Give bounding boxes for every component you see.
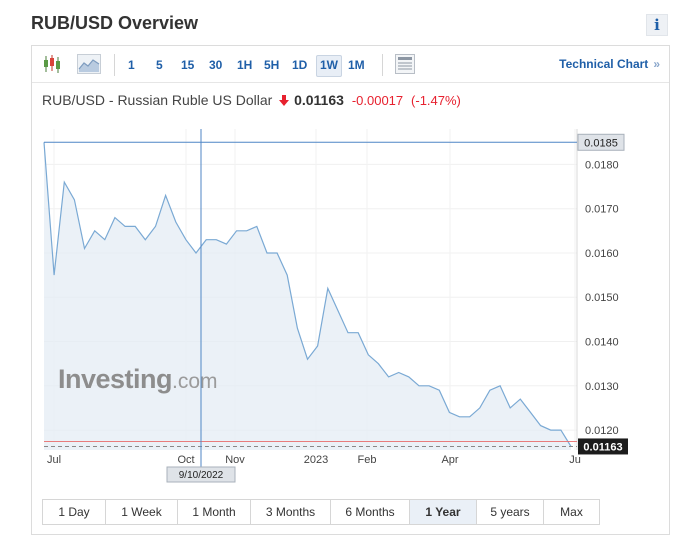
price-chart[interactable]: 0.0120 0.0130 0.0140 0.0150 0.0160 0.0170 0.01… bbox=[32, 46, 669, 496]
range-1-week[interactable]: 1 Week bbox=[106, 500, 178, 524]
y-tick-label: 0.0160 bbox=[585, 248, 619, 260]
crosshair-date-box bbox=[166, 466, 236, 483]
quote-header: RUB/USD - Russian Ruble US Dollar 0.0116… bbox=[42, 92, 461, 108]
time-range-selector: 1 Day 1 Week 1 Month 3 Months 6 Months 1… bbox=[42, 499, 600, 525]
x-tick-label: Nov bbox=[225, 454, 245, 466]
price-area-fill bbox=[44, 142, 571, 451]
x-tick-label: Feb bbox=[358, 454, 377, 466]
x-tick-label: Jul bbox=[47, 454, 61, 466]
interval-5[interactable]: 5 bbox=[156, 58, 163, 72]
interval-1h[interactable]: 1H bbox=[237, 58, 253, 72]
chevron-right-icon: » bbox=[653, 57, 660, 71]
watermark-suffix: .com bbox=[172, 370, 218, 393]
y-tick-label: 0.0140 bbox=[585, 337, 619, 349]
last-price: 0.01163 bbox=[294, 92, 344, 108]
info-button[interactable]: i bbox=[646, 14, 668, 36]
arrow-down-icon bbox=[279, 95, 290, 106]
crosshair-value-label: 0.0185 bbox=[584, 137, 618, 149]
y-tick-label: 0.0180 bbox=[585, 159, 619, 171]
interval-1d[interactable]: 1D bbox=[292, 58, 308, 72]
last-value-label: 0.01163 bbox=[583, 441, 622, 453]
last-value-box bbox=[578, 438, 628, 455]
range-1-day[interactable]: 1 Day bbox=[43, 500, 106, 524]
watermark-brand: Investing bbox=[58, 364, 173, 394]
crosshair-date-label: 9/10/2022 bbox=[179, 470, 224, 481]
range-1-year[interactable]: 1 Year bbox=[410, 500, 477, 524]
toolbar-separator bbox=[382, 54, 383, 76]
range-6-months[interactable]: 6 Months bbox=[331, 500, 410, 524]
area-chart-icon[interactable] bbox=[77, 54, 101, 74]
range-3-months[interactable]: 3 Months bbox=[251, 500, 331, 524]
range-max[interactable]: Max bbox=[544, 500, 600, 524]
page-title: RUB/USD Overview bbox=[31, 13, 199, 33]
x-tick-label: 2023 bbox=[304, 454, 328, 466]
technical-chart-label: Technical Chart bbox=[559, 57, 649, 71]
chart-settings-icon[interactable] bbox=[395, 54, 415, 74]
x-tick-label: Apr bbox=[441, 454, 458, 466]
interval-1[interactable]: 1 bbox=[128, 58, 135, 72]
interval-1w[interactable]: 1W bbox=[316, 55, 342, 77]
crosshair-value-box bbox=[577, 133, 625, 151]
range-1-month[interactable]: 1 Month bbox=[178, 500, 251, 524]
y-tick-label: 0.0150 bbox=[585, 292, 619, 304]
interval-5h[interactable]: 5H bbox=[264, 58, 280, 72]
toolbar-separator bbox=[114, 54, 115, 76]
price-line bbox=[43, 142, 572, 447]
y-tick-label: 0.0130 bbox=[585, 381, 619, 393]
y-tick-label: 0.0120 bbox=[585, 425, 619, 437]
interval-1m[interactable]: 1M bbox=[348, 58, 365, 72]
interval-30[interactable]: 30 bbox=[209, 58, 223, 72]
candlestick-icon[interactable] bbox=[42, 54, 62, 74]
instrument-name: RUB/USD - Russian Ruble US Dollar bbox=[42, 92, 273, 108]
chart-panel: 1 5 15 30 1H 5H 1D 1W 1M Technical Chart… bbox=[31, 45, 670, 535]
interval-15[interactable]: 15 bbox=[181, 58, 195, 72]
price-change: -0.00017 bbox=[351, 93, 404, 108]
price-change-percent: (-1.47%) bbox=[411, 93, 461, 108]
x-tick-label: Ju bbox=[569, 454, 581, 466]
range-5-years[interactable]: 5 years bbox=[477, 500, 544, 524]
chart-toolbar: 1 5 15 30 1H 5H 1D 1W 1M Technical Chart… bbox=[32, 46, 669, 83]
technical-chart-link[interactable]: Technical Chart » bbox=[559, 57, 660, 71]
investing-watermark: Investing.com bbox=[58, 364, 218, 395]
x-tick-label: Oct bbox=[177, 454, 194, 466]
y-tick-label: 0.0170 bbox=[585, 204, 619, 216]
